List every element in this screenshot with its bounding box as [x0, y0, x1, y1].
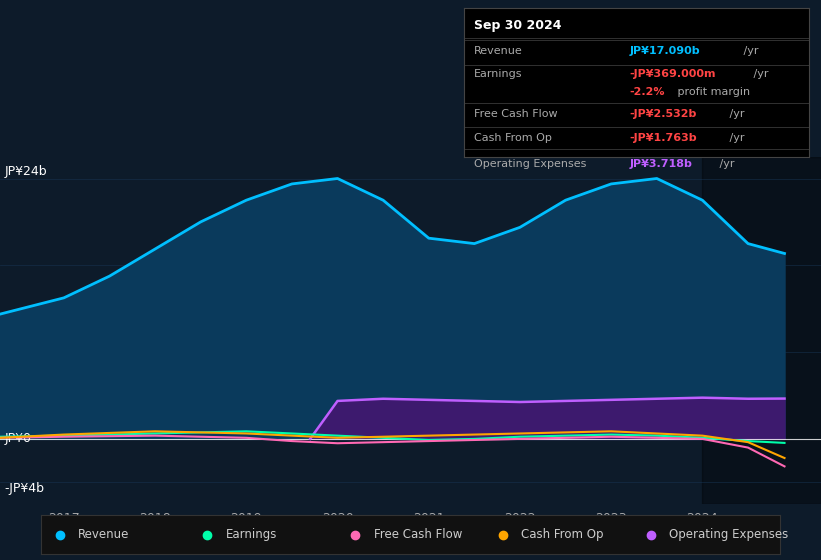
Text: /yr: /yr — [740, 46, 759, 57]
Text: Revenue: Revenue — [78, 528, 130, 542]
Text: /yr: /yr — [726, 133, 745, 142]
Text: Revenue: Revenue — [475, 46, 523, 57]
Text: -JP¥1.763b: -JP¥1.763b — [630, 133, 697, 142]
Text: Cash From Op: Cash From Op — [475, 133, 552, 142]
Text: -2.2%: -2.2% — [630, 86, 665, 96]
Text: JP¥24b: JP¥24b — [5, 166, 47, 179]
Text: JP¥3.718b: JP¥3.718b — [630, 159, 692, 169]
Text: Operating Expenses: Operating Expenses — [475, 159, 586, 169]
Text: Sep 30 2024: Sep 30 2024 — [475, 19, 562, 32]
Text: /yr: /yr — [750, 69, 768, 80]
Text: Earnings: Earnings — [475, 69, 523, 80]
Text: profit margin: profit margin — [674, 86, 750, 96]
Text: /yr: /yr — [716, 159, 734, 169]
Text: Earnings: Earnings — [226, 528, 277, 542]
Bar — [703, 157, 821, 504]
Text: Free Cash Flow: Free Cash Flow — [374, 528, 462, 542]
Text: Cash From Op: Cash From Op — [521, 528, 603, 542]
Text: /yr: /yr — [726, 109, 745, 119]
Text: JP¥17.090b: JP¥17.090b — [630, 46, 700, 57]
Text: -JP¥369.000m: -JP¥369.000m — [630, 69, 716, 80]
Text: -JP¥4b: -JP¥4b — [5, 482, 44, 495]
Text: Free Cash Flow: Free Cash Flow — [475, 109, 557, 119]
Text: JP¥0: JP¥0 — [5, 432, 31, 445]
Text: Operating Expenses: Operating Expenses — [669, 528, 788, 542]
Text: -JP¥2.532b: -JP¥2.532b — [630, 109, 697, 119]
